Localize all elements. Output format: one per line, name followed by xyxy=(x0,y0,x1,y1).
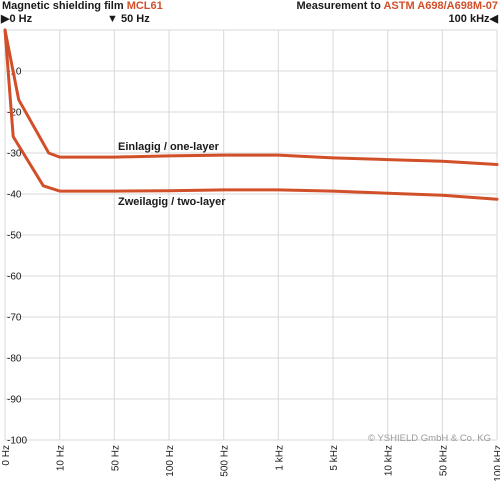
x-tick-label: 100 kHz xyxy=(493,445,500,482)
measurement-prefix: Measurement to xyxy=(296,0,384,12)
x-tick-label: 0 Hz xyxy=(1,445,12,466)
marker-50hz: ▼ 50 Hz xyxy=(107,13,150,26)
marker-50hz-label: 50 Hz xyxy=(120,13,150,25)
series-line xyxy=(3,28,499,201)
series-lines xyxy=(3,28,499,201)
x-tick-label: 5 kHz xyxy=(329,445,340,471)
title-accent: MCL61 xyxy=(126,0,163,12)
play-triangle-icon: ▶ xyxy=(1,13,10,25)
left-triangle-icon: ◀ xyxy=(489,13,498,25)
down-triangle-icon: ▼ xyxy=(107,13,118,25)
chart-title: Magnetic shielding film MCL61 xyxy=(2,0,163,13)
series-label-two-layer: Zweilagig / two-layer xyxy=(118,196,226,208)
x-tick-label: 50 kHz xyxy=(438,445,449,476)
y-tick-label: -20 xyxy=(7,108,22,119)
x-tick-label: 50 Hz xyxy=(110,445,121,471)
series-label-one-layer: Einlagig / one-layer xyxy=(118,141,220,153)
gridlines xyxy=(4,29,498,441)
marker-0hz: ▶0 Hz xyxy=(1,13,32,26)
y-tick-label: -90 xyxy=(7,395,22,406)
measurement-accent: ASTM A698/A698M-07 xyxy=(383,0,498,12)
title-prefix: Magnetic shielding film xyxy=(2,0,127,12)
marker-100khz: 100 kHz◀ xyxy=(449,13,498,26)
x-tick-label: 10 kHz xyxy=(384,445,395,476)
x-tick-label: 500 Hz xyxy=(220,445,231,477)
copyright-text: © YSHIELD GmbH & Co. KG xyxy=(368,433,491,444)
x-tick-label: 10 Hz xyxy=(56,445,67,471)
y-tick-label: -50 xyxy=(7,231,22,242)
y-tick-label: -30 xyxy=(7,149,22,160)
measurement-note: Measurement to ASTM A698/A698M-07 xyxy=(296,0,498,13)
y-tick-label: -40 xyxy=(7,190,22,201)
y-tick-label: -70 xyxy=(7,313,22,324)
y-axis-labels: -10-20-30-40-50-60-70-80-90-100 xyxy=(7,67,27,447)
x-tick-label: 100 Hz xyxy=(165,445,176,477)
y-tick-label: -80 xyxy=(7,354,22,365)
y-tick-label: -100 xyxy=(7,436,27,447)
x-tick-label: 1 kHz xyxy=(274,445,285,471)
series-line xyxy=(3,28,499,166)
x-axis-labels: 0 Hz 10 Hz 50 Hz 100 Hz 500 Hz 1 kHz 5 kHz 10 k… xyxy=(1,445,500,482)
marker-0hz-label: 0 Hz xyxy=(9,13,33,25)
y-tick-label: -60 xyxy=(7,272,22,283)
marker-100khz-label: 100 kHz xyxy=(448,13,490,25)
